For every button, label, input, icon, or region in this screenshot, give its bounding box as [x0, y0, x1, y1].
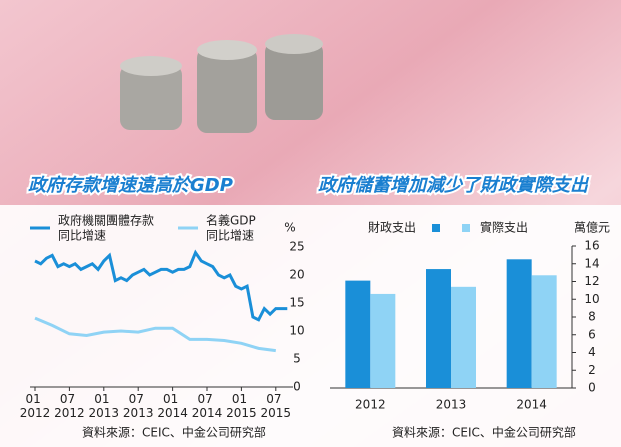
y-tick-label: 16: [584, 239, 599, 253]
y-tick-label: 10: [289, 324, 304, 338]
y-tick-label: 4: [588, 345, 596, 359]
y-tick-label: 6: [588, 327, 596, 341]
x-tick-label: 2013: [436, 398, 467, 412]
legend-label: 名義GDP 同比增速: [206, 212, 260, 242]
bar: [506, 259, 532, 388]
bar: [426, 269, 451, 388]
y-tick-label: 0: [293, 380, 301, 394]
y-tick-label: 8: [588, 310, 596, 324]
x-tick-label: 01 2013: [89, 392, 120, 420]
x-tick-label: 2012: [355, 398, 386, 412]
y-tick-label: 0: [588, 381, 596, 395]
source: 資料來源：CEIC、中金公司研究部: [82, 425, 266, 440]
y-unit: %: [284, 221, 295, 235]
chart-title: 政府儲蓄增加減少了財政實際支出: [318, 175, 590, 196]
coins: [120, 34, 323, 133]
bar: [345, 280, 371, 388]
y-tick-label: 10: [584, 292, 599, 306]
chart-title: 政府存款增速遠高於GDP: [28, 175, 233, 196]
y-tick-label: 2: [588, 363, 596, 377]
x-tick-label: 01 2015: [226, 392, 257, 420]
legend-label: 實際支出: [480, 220, 528, 235]
series-line: [34, 249, 288, 322]
x-tick-label: 01 2012: [20, 392, 51, 420]
x-tick-label: 07 2014: [192, 392, 223, 420]
source: 資料來源：CEIC、中金公司研究部: [392, 425, 576, 440]
bar: [370, 293, 396, 388]
x-tick-label: 07 2015: [261, 392, 292, 420]
x-tick-label: 2014: [516, 398, 547, 412]
y-tick-label: 12: [584, 274, 599, 288]
legend-label: 政府機關團體存款 同比增速: [58, 212, 158, 242]
y-tick-label: 15: [289, 296, 304, 310]
legend-swatch: [462, 224, 470, 232]
x-tick-label: 07 2012: [54, 392, 85, 420]
y-unit: 萬億元: [574, 221, 610, 235]
y-tick-label: 25: [289, 240, 304, 254]
series-line: [34, 316, 276, 353]
y-tick-label: 20: [289, 268, 304, 282]
x-tick-label: 07 2013: [123, 392, 154, 420]
y-tick-label: 14: [584, 256, 599, 270]
y-tick-label: 5: [293, 352, 301, 366]
legend-swatch: [432, 224, 440, 232]
x-tick-label: 01 2014: [157, 392, 188, 420]
bar: [451, 286, 476, 388]
bar: [531, 275, 557, 388]
legend-label: 財政支出: [368, 220, 416, 235]
